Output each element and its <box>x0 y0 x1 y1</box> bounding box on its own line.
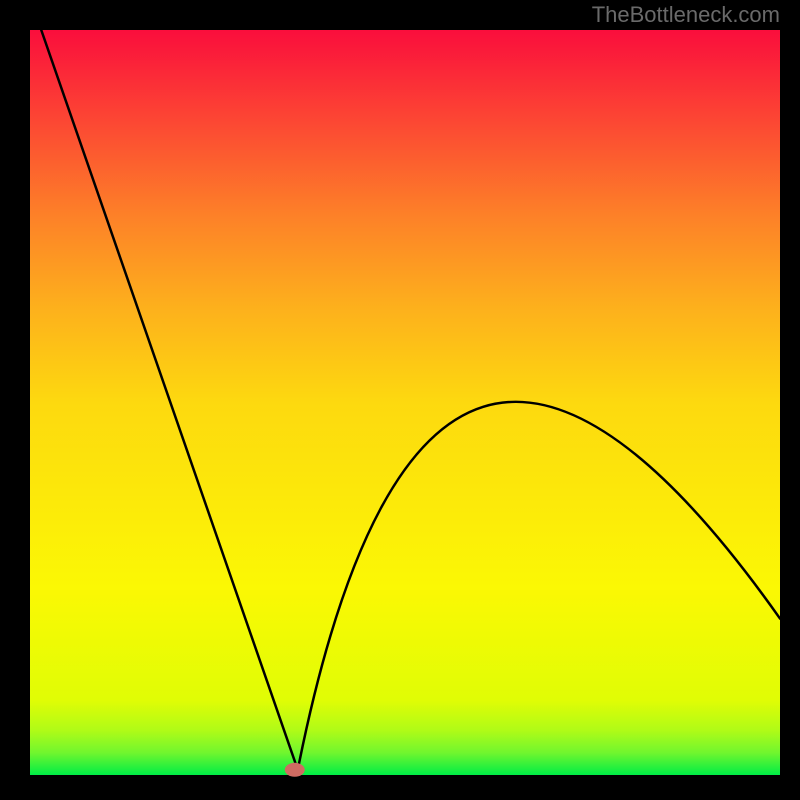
bottleneck-chart: TheBottleneck.com <box>0 0 800 800</box>
plot-area <box>30 30 780 775</box>
attribution-text: TheBottleneck.com <box>592 2 780 27</box>
optimal-point-marker <box>285 763 305 777</box>
